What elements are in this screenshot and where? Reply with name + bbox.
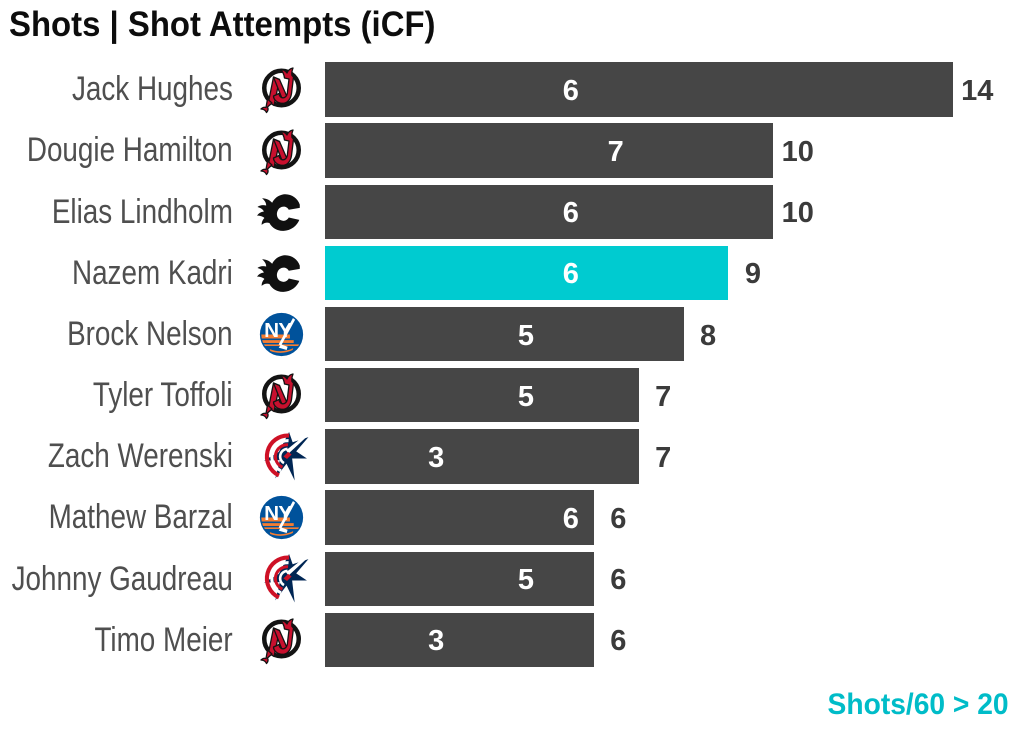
team-logo-njd-icon: [257, 370, 307, 420]
bar-elias-lindholm: [324, 184, 774, 239]
shots-label: 6: [562, 197, 579, 230]
shots-label: 5: [517, 319, 535, 352]
player-name: Johnny Gaudreau: [11, 559, 233, 598]
shots-label: 3: [428, 441, 445, 474]
player-name: Jack Hughes: [72, 70, 233, 109]
attempts-label: 7: [655, 380, 672, 413]
attempts-label: 10: [781, 197, 814, 230]
player-name: Dougie Hamilton: [27, 131, 233, 170]
svg-text:Y: Y: [278, 318, 292, 341]
player-name: Zach Werenski: [47, 437, 233, 476]
bar-mathew-barzal: [324, 490, 594, 545]
team-logo-cgy-icon: [257, 189, 303, 235]
bar-brock-nelson: [324, 306, 684, 362]
bar-jack-hughes: [324, 62, 953, 117]
bar-tyler-toffoli: [324, 368, 639, 423]
attempts-label: 6: [610, 564, 627, 597]
team-logo-nyi-icon: N Y: [258, 311, 305, 358]
bar-dougie-hamilton: [324, 123, 774, 178]
bar-nazem-kadri: [324, 245, 729, 301]
footnote-shots-per-60: Shots/60 > 20: [827, 688, 1009, 721]
svg-text:N: N: [264, 318, 279, 341]
shots-label: 3: [428, 625, 445, 658]
player-name: Tyler Toffoli: [93, 376, 233, 415]
bar-timo-meier: [324, 612, 594, 668]
team-logo-cgy-icon: [257, 250, 303, 296]
team-logo-cbj-icon: [260, 553, 311, 604]
shots-label: 5: [517, 564, 535, 597]
attempts-label: 9: [744, 258, 761, 291]
bar-zach-werenski: [324, 429, 639, 484]
shots-label: 7: [607, 136, 624, 169]
svg-text:N: N: [264, 502, 279, 525]
player-name: Brock Nelson: [67, 314, 233, 353]
team-logo-cbj-icon: [260, 431, 311, 482]
player-name: Timo Meier: [94, 620, 233, 659]
player-name: Elias Lindholm: [51, 192, 233, 231]
bar-johnny-gaudreau: [324, 551, 594, 606]
attempts-label: 8: [699, 319, 717, 352]
shots-label: 6: [562, 503, 579, 536]
shots-label: 6: [562, 258, 579, 291]
team-logo-nyi-icon: N Y: [258, 494, 305, 541]
attempts-label: 6: [610, 625, 627, 658]
shots-label: 6: [562, 74, 579, 107]
player-name: Mathew Barzal: [48, 498, 233, 537]
player-name: Nazem Kadri: [72, 253, 233, 292]
attempts-label: 14: [961, 74, 994, 107]
team-logo-njd-icon: [257, 126, 307, 176]
attempts-label: 7: [655, 441, 672, 474]
attempts-label: 10: [781, 136, 814, 169]
team-logo-njd-icon: [257, 615, 307, 665]
shots-label: 5: [517, 380, 535, 413]
chart-title: Shots | Shot Attempts (iCF): [9, 4, 436, 44]
svg-text:Y: Y: [278, 502, 292, 525]
attempts-label: 6: [610, 503, 627, 536]
team-logo-njd-icon: [257, 64, 307, 114]
